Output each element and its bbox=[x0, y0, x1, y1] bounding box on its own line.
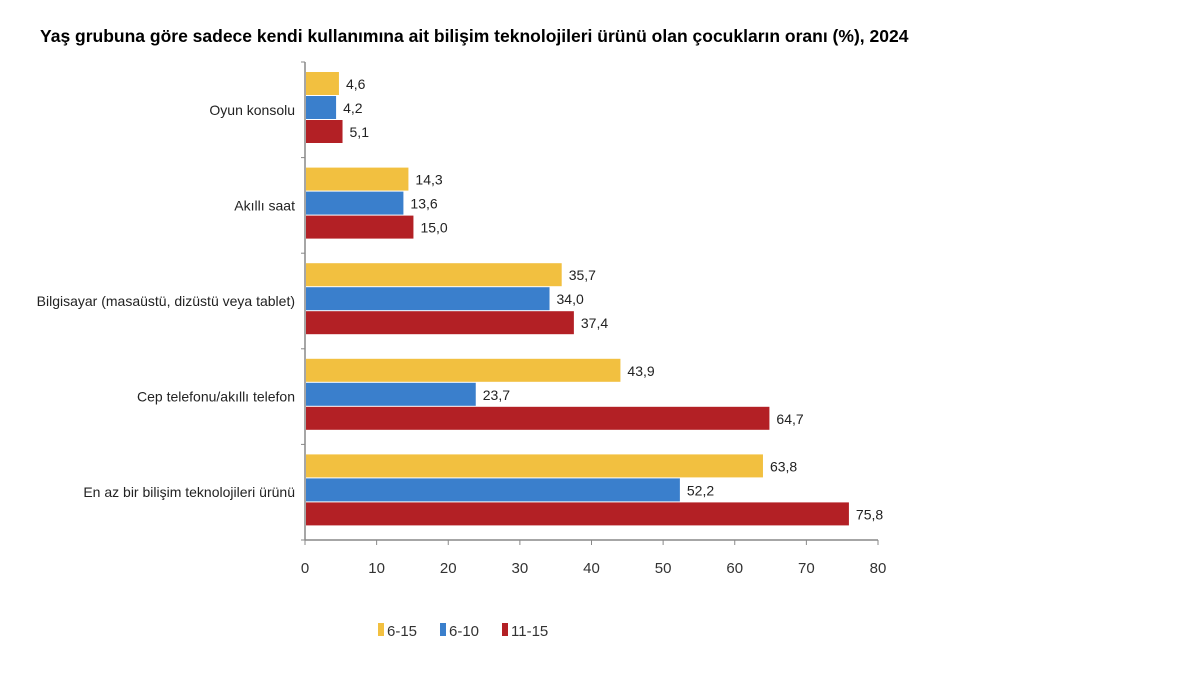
data-label: 52,2 bbox=[687, 482, 714, 498]
x-tick-label: 70 bbox=[798, 560, 815, 577]
x-tick-label: 0 bbox=[301, 560, 309, 577]
bar-6-10-3 bbox=[306, 382, 476, 406]
bar-6-10-2 bbox=[306, 287, 550, 311]
x-tick-label: 40 bbox=[583, 560, 600, 577]
x-tick-label: 60 bbox=[726, 560, 743, 577]
legend-swatch-11-15 bbox=[502, 623, 508, 636]
bar-6-15-0 bbox=[306, 72, 339, 95]
bar-6-10-4 bbox=[306, 478, 680, 502]
x-tick-label: 20 bbox=[440, 560, 457, 577]
bar-6-10-1 bbox=[306, 191, 404, 215]
bar-6-15-2 bbox=[306, 263, 562, 287]
category-label: En az bir bilişim teknolojileri ürünü bbox=[83, 484, 295, 500]
legend-swatch-6-15 bbox=[378, 623, 384, 636]
bar-6-15-4 bbox=[306, 454, 763, 478]
bar-6-15-1 bbox=[306, 167, 409, 191]
bar-6-15-3 bbox=[306, 358, 621, 382]
bar-11-15-0 bbox=[306, 120, 343, 143]
legend-label: 6-10 bbox=[449, 623, 479, 640]
data-label: 4,6 bbox=[346, 76, 366, 92]
chart-title: Yaş grubuna göre sadece kendi kullanımın… bbox=[40, 26, 909, 46]
bar-11-15-2 bbox=[306, 311, 574, 335]
data-label: 34,0 bbox=[557, 291, 584, 307]
bar-11-15-1 bbox=[306, 215, 414, 239]
bar-11-15-3 bbox=[306, 406, 770, 430]
data-label: 14,3 bbox=[415, 172, 442, 188]
x-tick-label: 50 bbox=[655, 560, 672, 577]
data-label: 37,4 bbox=[581, 315, 608, 331]
bar-6-10-0 bbox=[306, 96, 337, 119]
data-label: 4,2 bbox=[343, 100, 363, 116]
data-label: 5,1 bbox=[350, 124, 370, 140]
data-label: 35,7 bbox=[569, 267, 596, 283]
category-label: Oyun konsolu bbox=[209, 102, 295, 118]
category-label: Bilgisayar (masaüstü, dizüstü veya table… bbox=[37, 293, 295, 309]
category-label: Akıllı saat bbox=[234, 197, 295, 213]
data-label: 43,9 bbox=[627, 363, 654, 379]
legend-swatch-6-10 bbox=[440, 623, 446, 636]
data-label: 13,6 bbox=[410, 196, 437, 212]
data-label: 23,7 bbox=[483, 387, 510, 403]
x-tick-label: 10 bbox=[368, 560, 385, 577]
legend-label: 11-15 bbox=[511, 623, 548, 640]
data-label: 64,7 bbox=[776, 411, 803, 427]
data-label: 15,0 bbox=[420, 220, 447, 236]
x-tick-label: 30 bbox=[512, 560, 529, 577]
category-label: Cep telefonu/akıllı telefon bbox=[137, 389, 295, 405]
data-label: 63,8 bbox=[770, 458, 797, 474]
x-tick-label: 80 bbox=[870, 560, 887, 577]
bar-11-15-4 bbox=[306, 502, 849, 526]
data-label: 75,8 bbox=[856, 506, 883, 522]
legend-label: 6-15 bbox=[387, 623, 417, 640]
